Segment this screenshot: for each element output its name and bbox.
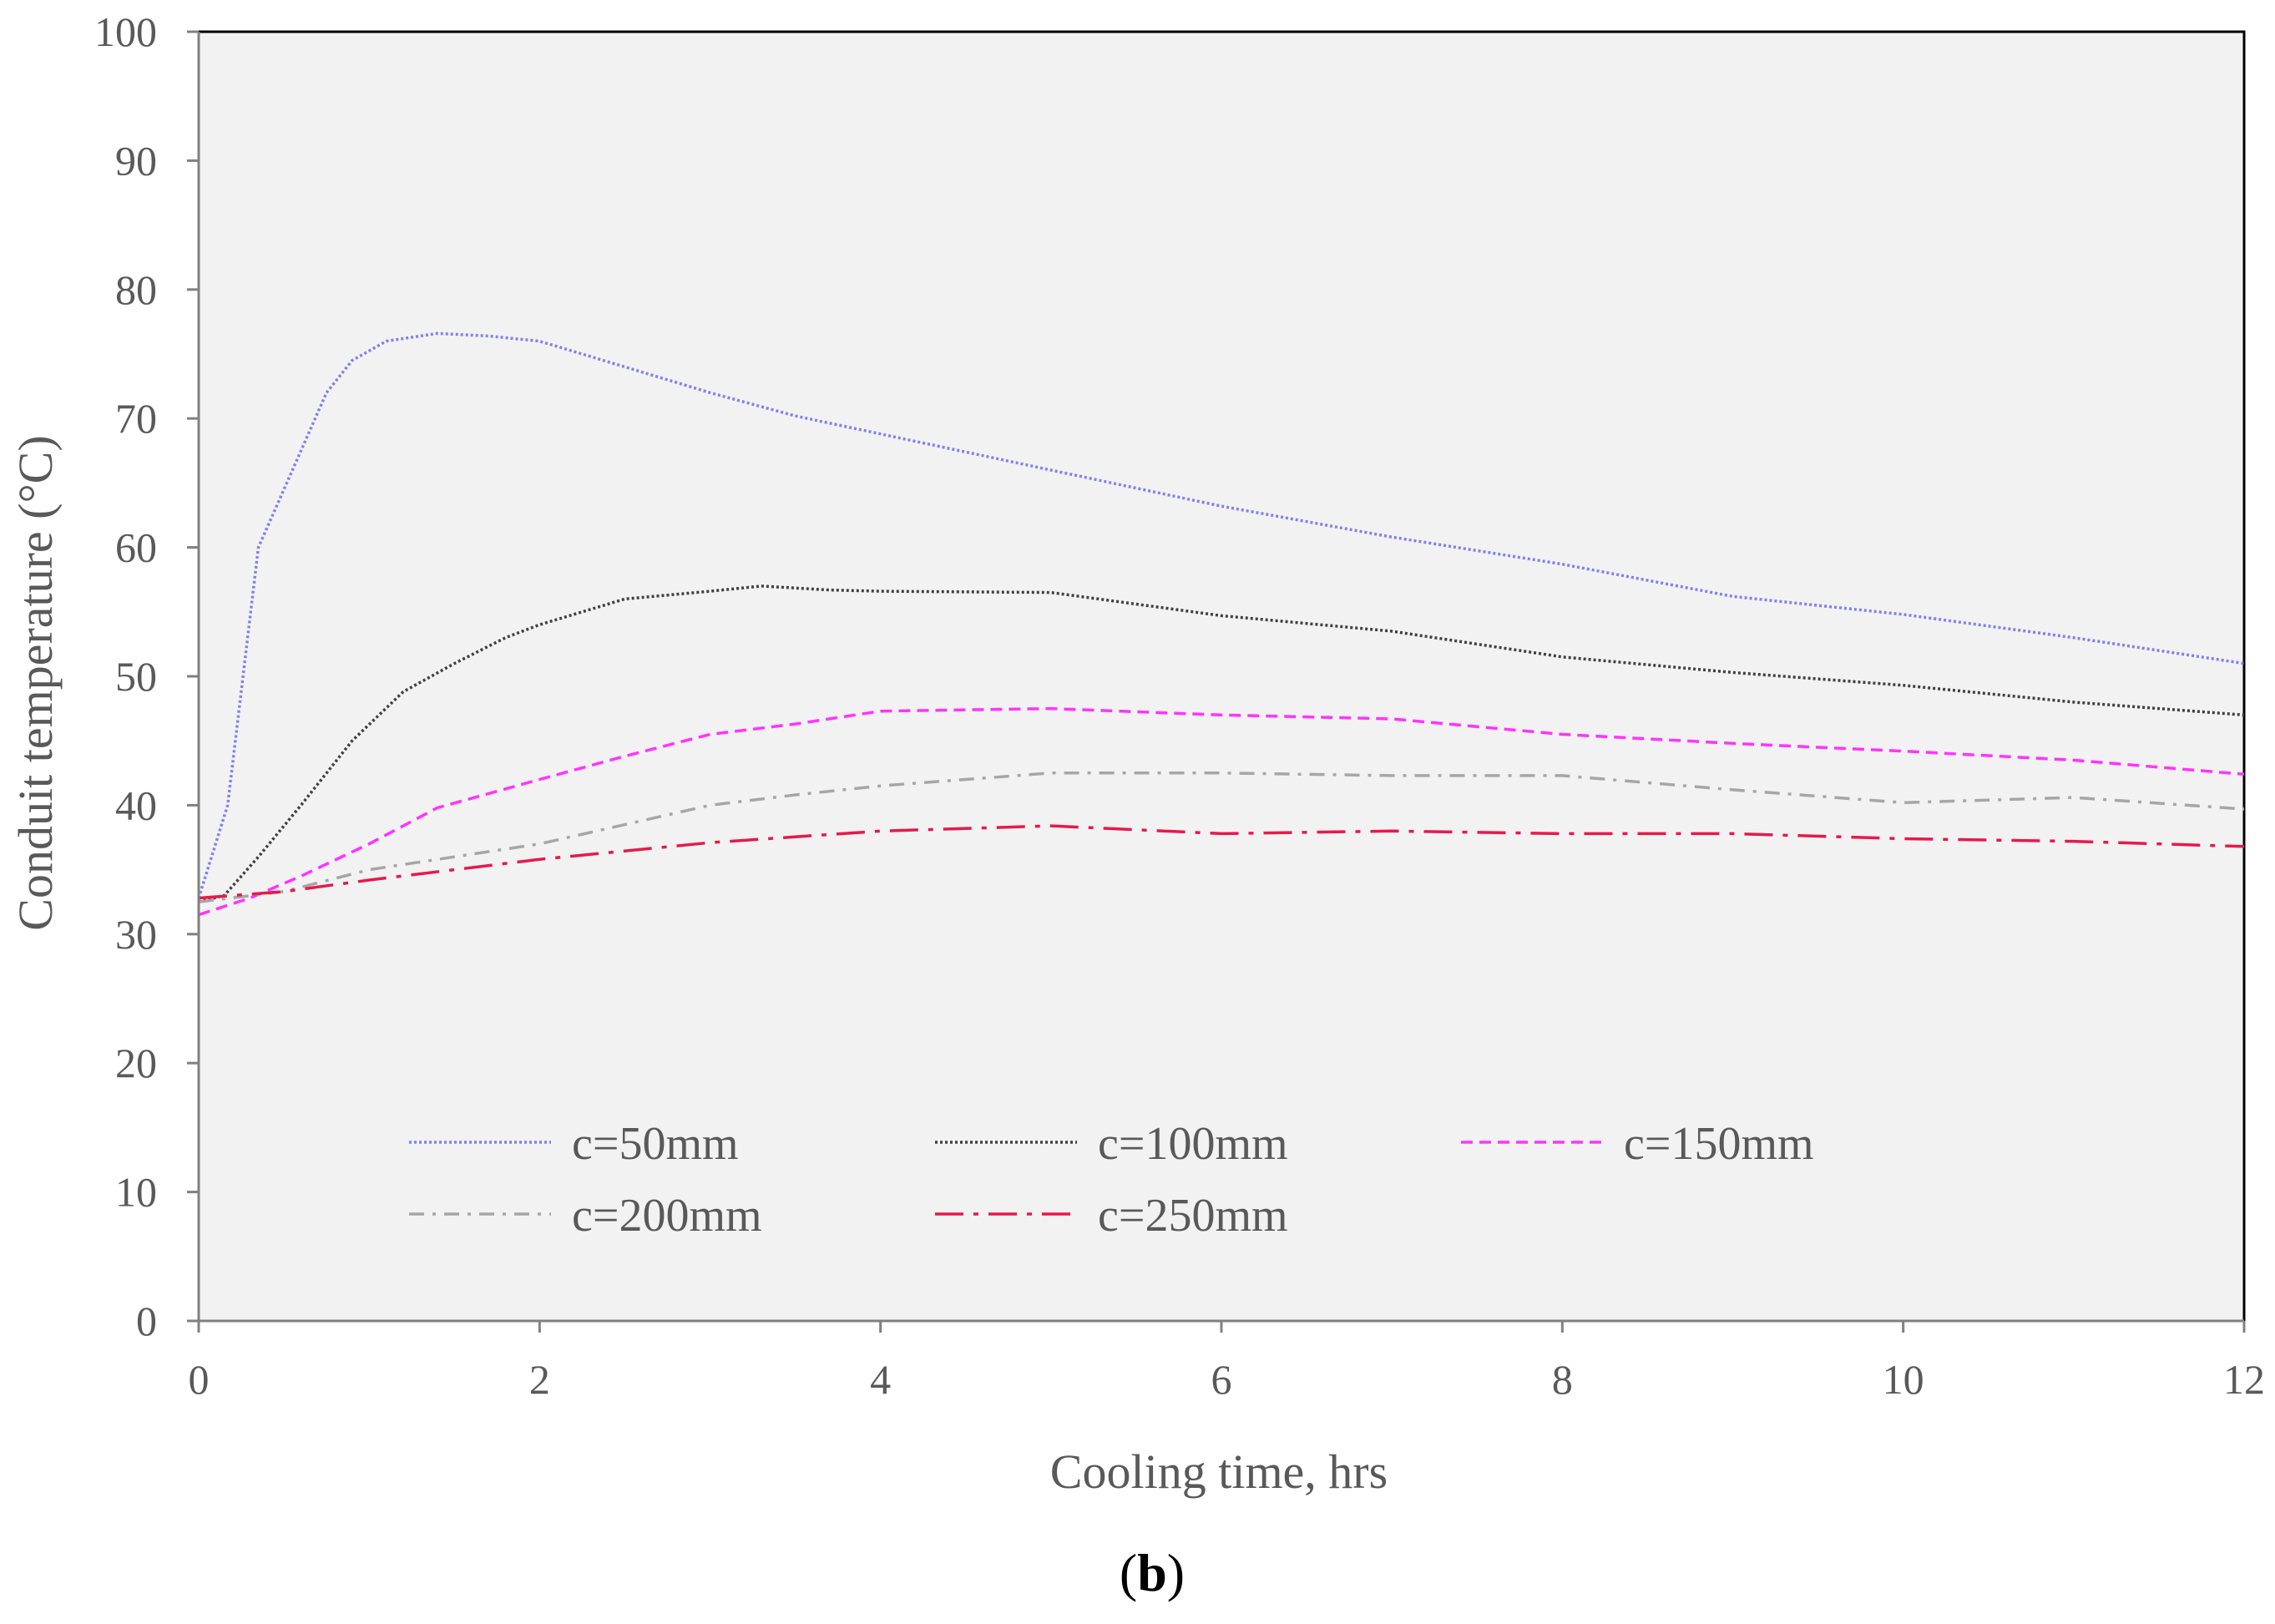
y-tick-label: 70 bbox=[115, 395, 157, 442]
legend-item: c=50mm bbox=[409, 1118, 739, 1170]
series-line-c-150mm bbox=[198, 706, 2245, 917]
y-tick-label: 0 bbox=[136, 1298, 157, 1344]
ticks-layer: 0 10 20 30 40 50 60 70 80 90 100 0 2 4 6 8 10 12 bbox=[94, 8, 2265, 1403]
y-tick-label: 60 bbox=[115, 524, 157, 571]
legend-item: c=150mm bbox=[1461, 1118, 1814, 1170]
y-tick-label: 10 bbox=[115, 1169, 157, 1216]
y-tick-label: 20 bbox=[115, 1040, 157, 1086]
x-tick-label: 12 bbox=[2223, 1356, 2265, 1403]
x-tick-label: 2 bbox=[529, 1356, 550, 1403]
y-tick-label: 80 bbox=[115, 266, 157, 313]
y-tick-label: 50 bbox=[115, 653, 157, 700]
legend-item: c=250mm bbox=[935, 1190, 1288, 1242]
series-line-c-250mm bbox=[198, 824, 2245, 900]
panel-label-close: ) bbox=[1167, 1543, 1185, 1602]
plot-area bbox=[197, 30, 2246, 1323]
series-line-c-50mm bbox=[197, 331, 2245, 899]
y-tick-label: 40 bbox=[115, 782, 157, 828]
x-tick-label: 4 bbox=[870, 1356, 891, 1403]
legend-label: c=50mm bbox=[572, 1118, 739, 1170]
legend-item: c=200mm bbox=[409, 1190, 762, 1242]
series-layer bbox=[197, 331, 2245, 917]
legend-item: c=100mm bbox=[935, 1118, 1288, 1170]
y-tick-label: 30 bbox=[115, 911, 157, 958]
x-tick-label: 10 bbox=[1883, 1356, 1924, 1403]
x-tick-label: 8 bbox=[1552, 1356, 1573, 1403]
legend: c=50mm c=100mm c=150mm c=200mm c=250mm bbox=[409, 1118, 1814, 1242]
legend-label: c=150mm bbox=[1624, 1118, 1814, 1170]
panel-label-open: ( bbox=[1120, 1543, 1137, 1602]
legend-label: c=100mm bbox=[1098, 1118, 1288, 1170]
series-line-c-100mm bbox=[198, 584, 2245, 903]
panel-label: (b) bbox=[1120, 1543, 1185, 1602]
y-axis-title: Conduit temperature (°C) bbox=[8, 435, 63, 930]
y-tick-label: 90 bbox=[115, 137, 157, 184]
y-tick-label: 100 bbox=[94, 8, 157, 55]
panel-label-letter: b bbox=[1137, 1543, 1167, 1602]
x-axis-title: Cooling time, hrs bbox=[1050, 1444, 1388, 1499]
legend-label: c=200mm bbox=[572, 1190, 762, 1242]
series-line-c-200mm bbox=[198, 772, 2245, 903]
legend-label: c=250mm bbox=[1098, 1190, 1288, 1242]
x-tick-label: 0 bbox=[189, 1356, 210, 1403]
x-tick-label: 6 bbox=[1211, 1356, 1232, 1403]
